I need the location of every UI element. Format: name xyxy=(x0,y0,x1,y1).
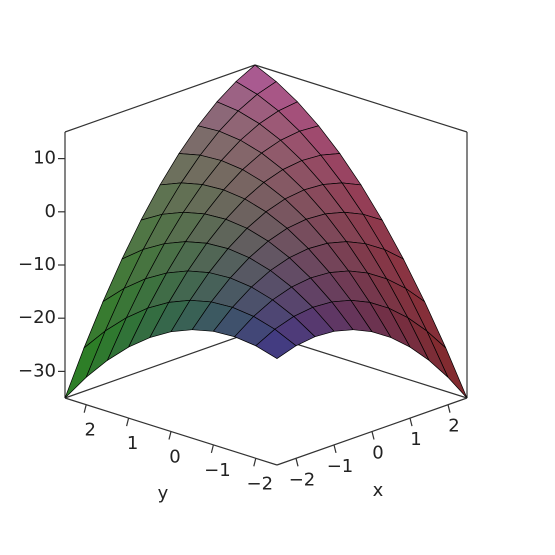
z-tick-label: −10 xyxy=(18,254,56,275)
y-tick xyxy=(253,458,257,467)
y-tick-label: 0 xyxy=(169,447,180,468)
box-edge xyxy=(64,64,256,133)
y-tick xyxy=(168,431,172,440)
box-edge xyxy=(64,330,256,399)
x-tick-label: 0 xyxy=(372,443,383,464)
x-tick xyxy=(371,431,375,440)
y-tick xyxy=(83,404,87,413)
x-axis-label: x xyxy=(373,480,384,501)
surface-patch xyxy=(255,328,297,360)
x-tick xyxy=(409,417,413,427)
x-tick-label: 2 xyxy=(448,416,459,437)
x-tick-label: −2 xyxy=(289,469,316,490)
y-tick xyxy=(126,417,130,427)
y-tick xyxy=(210,444,214,454)
y-tick-label: −1 xyxy=(204,460,231,481)
z-tick-label: 0 xyxy=(45,201,56,222)
x-tick-label: −1 xyxy=(327,456,354,477)
z-tick-label: −20 xyxy=(18,307,56,328)
z-tick-label: −30 xyxy=(18,360,56,381)
surface-patch xyxy=(426,330,468,399)
y-axis-label: y xyxy=(158,483,169,504)
y-tick-label: 2 xyxy=(84,420,95,441)
y-tick-label: −2 xyxy=(247,473,274,494)
x-tick-label: 1 xyxy=(410,429,421,450)
z-tick-label: 10 xyxy=(33,148,56,169)
x-tick xyxy=(295,458,299,467)
x-tick xyxy=(333,444,337,454)
x-tick xyxy=(447,404,451,413)
box-edge xyxy=(254,64,468,133)
y-tick-label: 1 xyxy=(127,433,138,454)
